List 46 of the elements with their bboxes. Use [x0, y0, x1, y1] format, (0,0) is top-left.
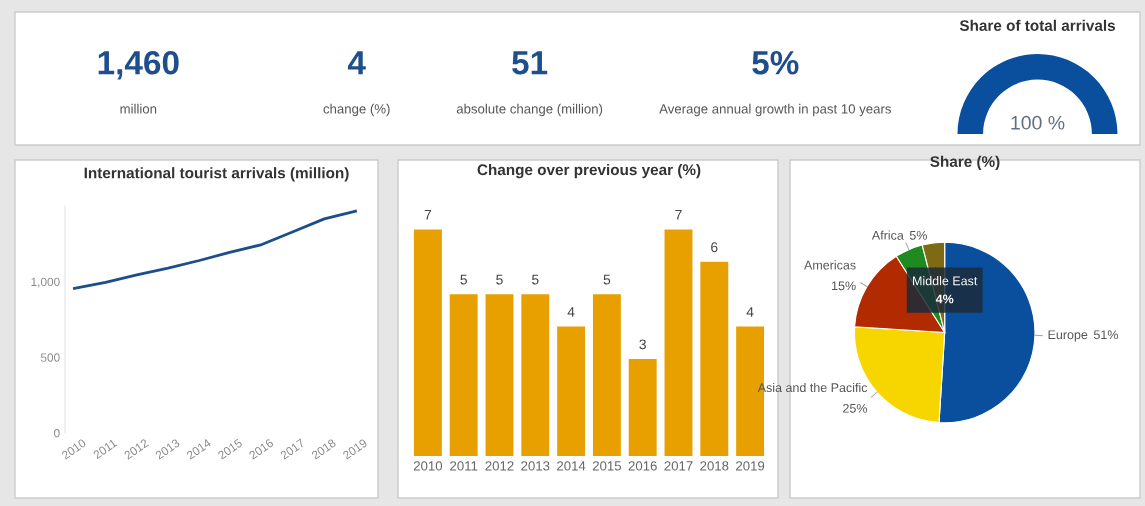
slice-label: Europe [1048, 330, 1088, 342]
data-label: 6 [711, 242, 718, 253]
data-label: 3 [639, 339, 646, 350]
data-label: 4% [935, 294, 954, 304]
data-label: 5 [460, 274, 467, 285]
text: million [120, 103, 157, 114]
slice-label: Africa [871, 230, 904, 240]
data-label: 100 % [1011, 115, 1065, 130]
y-tick-label: 1,000 [31, 277, 60, 288]
data-label: 5 [531, 274, 539, 285]
x-tick-label: 2010 [413, 461, 443, 471]
data-label: 5 [496, 274, 503, 285]
text: change (%) [323, 103, 390, 117]
slice-label: Middle East [913, 276, 978, 286]
data-label: 51% [1093, 330, 1118, 340]
data-label: 4 [567, 307, 575, 317]
text: 51 [512, 51, 548, 75]
data-label: 25% [843, 403, 868, 413]
chart-title: International tourist arrivals (million) [84, 167, 349, 182]
text: 5% [752, 51, 799, 75]
text: 4 [347, 51, 366, 75]
text: absolute change (million) [456, 103, 603, 117]
x-tick-label: 2016 [628, 461, 657, 471]
x-tick-label: 2015 [592, 461, 622, 471]
text: 1,460 [98, 50, 179, 80]
x-tick-label: 2017 [664, 461, 693, 471]
x-tick-label: 2013 [521, 461, 550, 471]
x-tick-label: 2011 [92, 438, 118, 460]
x-tick-label: 2011 [450, 461, 478, 471]
x-tick-label: 2014 [557, 461, 586, 471]
data-label: 15% [832, 281, 856, 291]
chart-title: Share of total arrivals [959, 19, 1115, 31]
chart-title: Change over previous year (%) [477, 163, 701, 179]
y-tick-label: 0 [54, 429, 60, 438]
data-label: 7 [424, 210, 432, 220]
data-label: 5 [603, 274, 611, 285]
data-label: 4 [746, 307, 754, 317]
data-label: 7 [675, 210, 682, 220]
chart-title: Share (%) [930, 155, 1000, 170]
slice-label: Americas [804, 260, 856, 270]
x-tick-label: 2019 [736, 461, 765, 471]
data-label: 5% [909, 230, 927, 240]
text: Average annual growth in past 10 years [659, 103, 891, 117]
x-tick-label: 2012 [485, 461, 514, 471]
y-tick-label: 500 [40, 353, 60, 362]
x-tick-label: 2018 [700, 461, 729, 471]
